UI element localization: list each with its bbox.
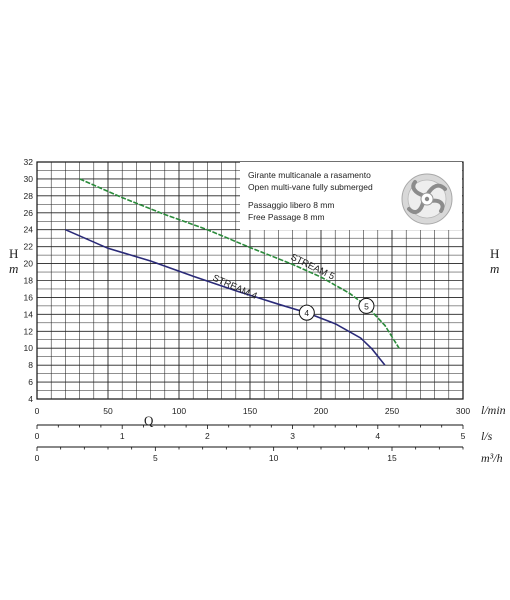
x-tick-label: 15 bbox=[387, 453, 397, 463]
annotation-line-1: Girante multicanale a rasamento bbox=[248, 170, 371, 180]
y-tick-label: 26 bbox=[24, 208, 34, 218]
x-tick-label: 3 bbox=[290, 431, 295, 441]
y-axis-label-right: H bbox=[490, 246, 499, 261]
y-axis-label-left: H bbox=[9, 246, 18, 261]
x-tick-label: 10 bbox=[269, 453, 279, 463]
y-tick-label: 18 bbox=[24, 276, 34, 286]
y-tick-label: 32 bbox=[24, 157, 34, 167]
y-axis-ticks: 4 6 8 10 12 14 16 18 20 22 24 26 28 30 32 bbox=[24, 157, 34, 404]
x-tick-label: 150 bbox=[243, 406, 257, 416]
y-tick-label: 30 bbox=[24, 174, 34, 184]
y-tick-label: 6 bbox=[28, 377, 33, 387]
y-tick-label: 22 bbox=[24, 242, 34, 252]
annotation-box: Girante multicanale a rasamento Open mul… bbox=[240, 162, 462, 230]
y-tick-label: 24 bbox=[24, 225, 34, 235]
y-axis-unit-left: m bbox=[9, 261, 18, 276]
series-marker-5 bbox=[358, 297, 375, 314]
x-axis-unit: l/s bbox=[481, 429, 493, 443]
series-line-stream-5 bbox=[79, 178, 400, 349]
annotation-line-5: Free Passage 8 mm bbox=[248, 212, 325, 222]
x-tick-label: 1 bbox=[120, 431, 125, 441]
series-layer: 54 bbox=[65, 178, 400, 366]
x-axes: 0 50 100 150 200 250 300 l/min 0 1 2 3 4 5 l/s 0 5 10 15 m³… bbox=[35, 403, 506, 465]
y-tick-label: 16 bbox=[24, 292, 34, 302]
x-axis-label: Q bbox=[144, 413, 154, 428]
y-tick-label: 10 bbox=[24, 343, 34, 353]
x-tick-label: 0 bbox=[35, 406, 40, 416]
x-tick-label: 4 bbox=[375, 431, 380, 441]
series-marker-4 bbox=[298, 304, 315, 321]
y-tick-label: 12 bbox=[24, 326, 34, 336]
x-tick-label: 300 bbox=[456, 406, 470, 416]
y-tick-label: 8 bbox=[28, 360, 33, 370]
x-tick-label: 2 bbox=[205, 431, 210, 441]
x-tick-label: 0 bbox=[35, 431, 40, 441]
x-tick-label: 5 bbox=[461, 431, 466, 441]
x-tick-label: 50 bbox=[103, 406, 113, 416]
series-marker-label: 4 bbox=[304, 308, 309, 318]
y-tick-label: 14 bbox=[24, 309, 34, 319]
series-line-stream-4 bbox=[65, 228, 386, 366]
x-tick-label: 5 bbox=[153, 453, 158, 463]
y-tick-label: 4 bbox=[28, 394, 33, 404]
y-tick-label: 28 bbox=[24, 191, 34, 201]
x-tick-label: 250 bbox=[385, 406, 399, 416]
y-axis-unit-right: m bbox=[490, 261, 499, 276]
x-axis-unit: m³/h bbox=[481, 451, 503, 465]
x-tick-label: 0 bbox=[35, 453, 40, 463]
y-tick-label: 20 bbox=[24, 259, 34, 269]
x-axis-unit: l/min bbox=[481, 403, 506, 417]
x-tick-label: 200 bbox=[314, 406, 328, 416]
annotation-line-2: Open multi-vane fully submerged bbox=[248, 182, 373, 192]
annotation-line-4: Passaggio libero 8 mm bbox=[248, 200, 334, 210]
x-tick-label: 100 bbox=[172, 406, 186, 416]
series-marker-label: 5 bbox=[364, 301, 369, 311]
impeller-icon bbox=[401, 173, 453, 225]
